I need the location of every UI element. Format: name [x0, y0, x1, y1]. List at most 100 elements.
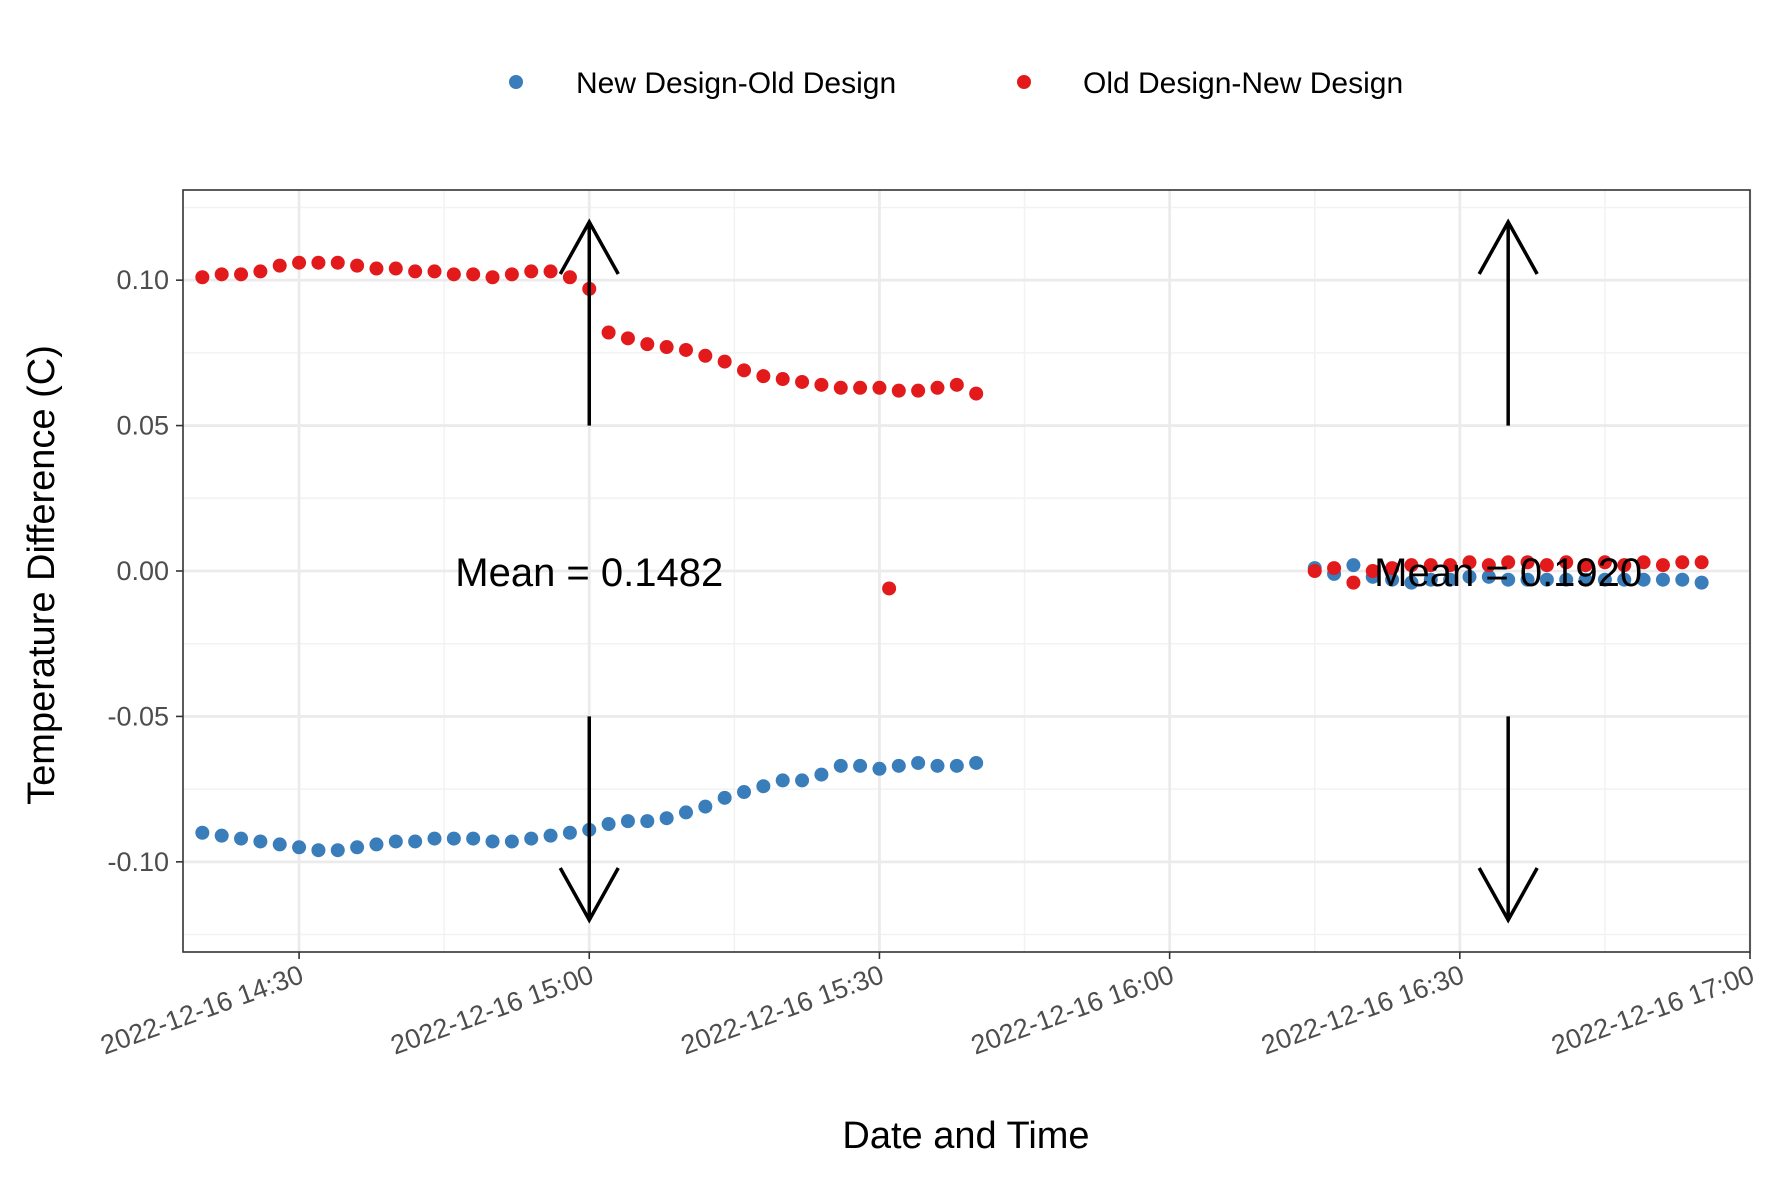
x-axis-title: Date and Time	[842, 1115, 1089, 1157]
data-point-series-0	[330, 843, 345, 858]
data-point-series-1	[891, 383, 906, 398]
data-point-series-1	[717, 354, 732, 369]
data-point-series-0	[234, 831, 249, 846]
data-point-series-1	[446, 267, 461, 282]
data-point-series-1	[388, 261, 403, 276]
data-point-series-0	[408, 834, 423, 849]
y-tick-label: 0.00	[116, 556, 169, 586]
data-point-series-1	[214, 267, 229, 282]
data-point-series-0	[1520, 572, 1535, 587]
data-point-series-0	[949, 758, 964, 773]
data-point-series-1	[1501, 555, 1516, 570]
data-points	[195, 255, 1709, 858]
data-point-series-0	[1501, 572, 1516, 587]
data-point-series-1	[814, 377, 829, 392]
data-point-series-1	[833, 380, 848, 395]
data-point-series-0	[891, 758, 906, 773]
data-point-series-1	[930, 380, 945, 395]
data-point-series-0	[756, 779, 771, 794]
data-point-series-1	[408, 264, 423, 279]
data-point-series-1	[1578, 558, 1593, 573]
data-point-series-0	[543, 828, 558, 843]
data-point-series-1	[466, 267, 481, 282]
data-point-series-0	[775, 773, 790, 788]
data-point-series-0	[698, 799, 713, 814]
data-point-series-1	[853, 380, 868, 395]
data-point-series-1	[775, 372, 790, 387]
legend-label-old-minus-new: Old Design-New Design	[1083, 67, 1403, 100]
arrow-head	[558, 218, 620, 275]
data-point-series-1	[1385, 561, 1400, 576]
data-point-series-0	[214, 828, 229, 843]
data-point-series-0	[1597, 572, 1612, 587]
data-point-series-1	[1307, 564, 1322, 578]
data-point-series-0	[562, 825, 577, 840]
mean-annotation: Mean = 0.1482	[455, 551, 723, 595]
data-point-series-0	[1617, 572, 1632, 587]
data-point-series-1	[1404, 558, 1419, 573]
data-point-series-1	[1559, 555, 1574, 570]
y-tick-label: -0.05	[107, 701, 169, 731]
data-point-series-0	[717, 790, 732, 805]
data-point-series-0	[969, 755, 984, 770]
data-point-series-1	[737, 363, 752, 378]
data-point-series-0	[195, 825, 210, 840]
legend-marker-old-minus-new	[1017, 75, 1031, 89]
data-point-series-1	[756, 369, 771, 384]
data-point-series-1	[969, 386, 984, 401]
data-point-series-0	[872, 761, 887, 776]
data-point-series-0	[1694, 575, 1709, 590]
data-point-series-0	[833, 758, 848, 773]
data-point-series-1	[698, 348, 713, 363]
data-point-series-0	[311, 843, 326, 858]
data-point-series-1	[427, 264, 442, 279]
data-point-series-1	[524, 264, 539, 279]
data-point-series-1	[292, 255, 307, 270]
data-point-series-1	[911, 383, 926, 398]
data-point-series-0	[485, 834, 500, 849]
data-point-series-1	[872, 380, 887, 395]
data-point-series-0	[504, 834, 519, 849]
data-point-series-0	[272, 837, 287, 852]
data-point-series-0	[388, 834, 403, 849]
data-point-series-0	[466, 831, 481, 846]
y-axis-title: Temperature Difference (C)	[21, 345, 63, 805]
data-point-series-1	[1617, 558, 1632, 573]
data-point-series-1	[1694, 555, 1709, 570]
data-point-series-1	[562, 270, 577, 285]
data-point-series-0	[853, 758, 868, 773]
mean-annotations: Mean = 0.1482 Mean = 0.1920	[455, 551, 1642, 595]
legend-marker-new-minus-old	[509, 75, 523, 89]
legend-label-new-minus-old: New Design-Old Design	[576, 67, 896, 100]
data-point-series-0	[930, 758, 945, 773]
data-point-series-0	[795, 773, 810, 788]
data-point-series-1	[620, 331, 635, 346]
data-point-series-0	[1655, 572, 1670, 587]
data-point-series-1	[882, 581, 897, 596]
data-point-series-1	[311, 255, 326, 270]
data-point-series-1	[678, 342, 693, 357]
data-point-series-1	[1481, 558, 1496, 573]
data-point-series-1	[1520, 555, 1535, 570]
data-point-series-1	[272, 258, 287, 273]
data-point-series-1	[485, 270, 500, 285]
y-tick-label: -0.10	[107, 847, 169, 877]
data-point-series-0	[1385, 572, 1400, 587]
data-point-series-0	[601, 817, 616, 832]
data-point-series-1	[369, 261, 384, 276]
data-point-series-1	[659, 340, 674, 355]
data-point-series-1	[1655, 558, 1670, 573]
y-axis: 0.10 0.05 0.00 -0.05 -0.10	[107, 265, 183, 877]
data-point-series-0	[911, 755, 926, 770]
data-point-series-0	[1404, 575, 1419, 590]
data-point-series-0	[369, 837, 384, 852]
data-point-series-1	[543, 264, 558, 279]
data-point-series-0	[640, 814, 655, 829]
data-point-series-1	[1365, 564, 1380, 578]
data-point-series-1	[1346, 575, 1361, 590]
y-tick-label: 0.10	[116, 265, 169, 295]
data-point-series-0	[659, 811, 674, 826]
data-point-series-1	[949, 377, 964, 392]
data-point-series-0	[446, 831, 461, 846]
